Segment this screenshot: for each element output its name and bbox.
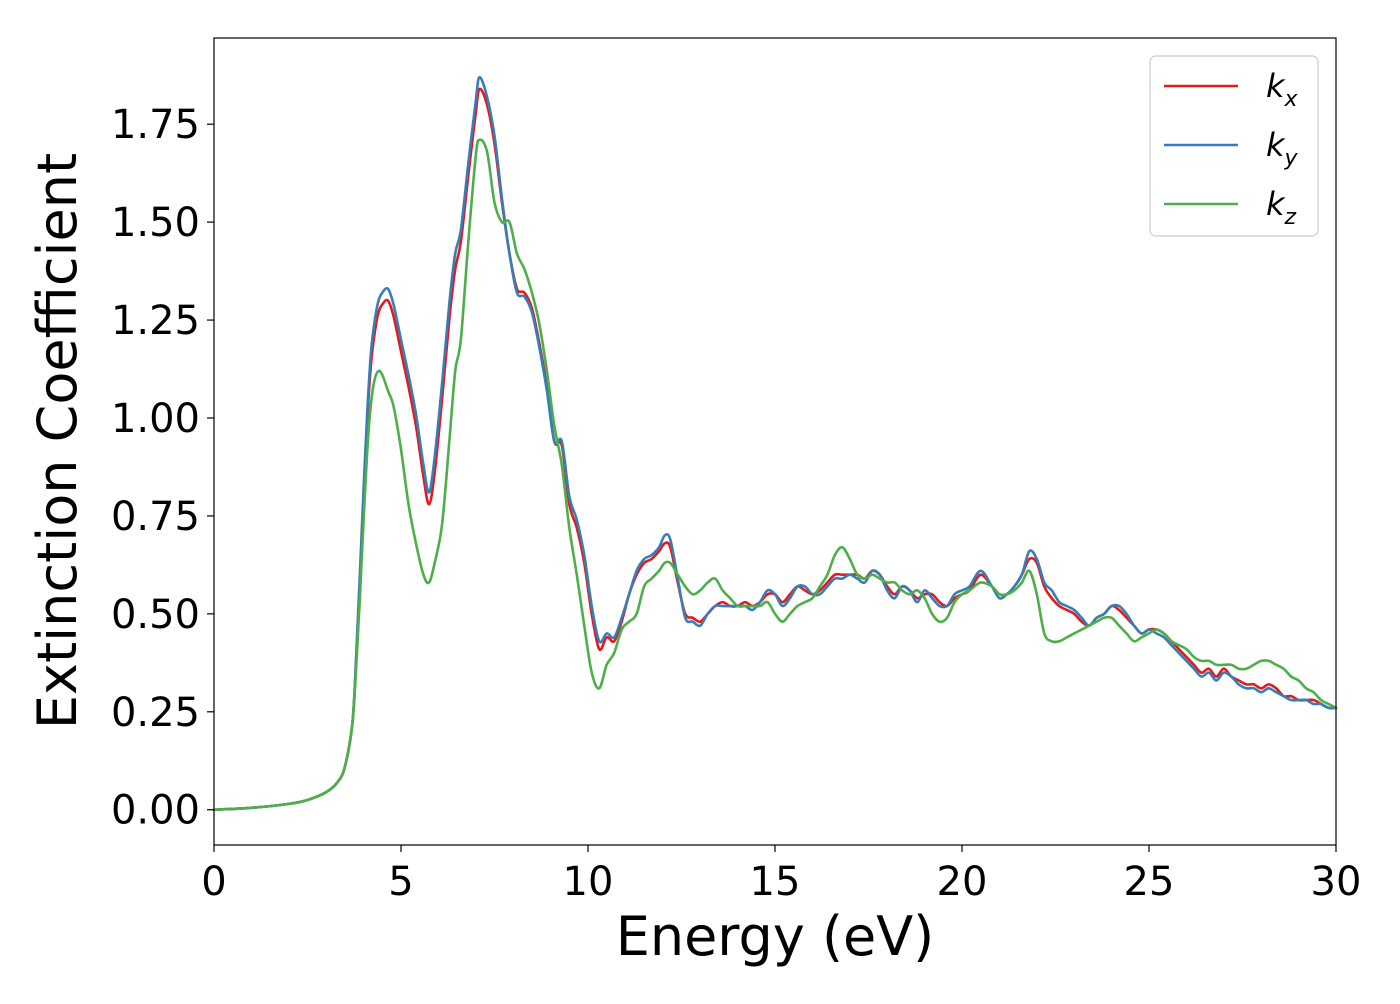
legend-label-z: kz [1266, 185, 1297, 230]
y-tick-label: 0.25 [111, 690, 200, 736]
y-tick-label: 1.50 [111, 200, 200, 246]
x-tick-label: 15 [750, 859, 801, 905]
y-axis-ticks: 0.00 0.25 0.50 0.75 1.00 1.25 1.50 1.75 [111, 102, 214, 834]
x-axis-ticks: 0 5 10 15 20 25 30 [201, 845, 1361, 905]
y-tick-label: 0.00 [111, 788, 200, 834]
legend-label-y: ky [1266, 126, 1299, 171]
x-tick-label: 0 [201, 859, 226, 905]
legend-label-x: kx [1266, 67, 1299, 112]
x-tick-label: 5 [388, 859, 413, 905]
x-tick-label: 30 [1311, 859, 1362, 905]
y-tick-label: 0.75 [111, 494, 200, 540]
y-tick-label: 0.50 [111, 592, 200, 638]
x-tick-label: 25 [1124, 859, 1175, 905]
x-tick-label: 10 [563, 859, 614, 905]
y-tick-label: 1.00 [111, 396, 200, 442]
y-axis-label: Extinction Coefficient [26, 153, 89, 729]
x-tick-label: 20 [937, 859, 988, 905]
legend: kx ky kz [1149, 55, 1319, 237]
y-tick-label: 1.25 [111, 298, 200, 344]
y-tick-label: 1.75 [111, 102, 200, 148]
series-line-y [212, 75, 1338, 812]
series-line-z [212, 138, 1338, 812]
x-axis-label: Energy (eV) [616, 905, 935, 968]
series-layer [212, 75, 1338, 812]
